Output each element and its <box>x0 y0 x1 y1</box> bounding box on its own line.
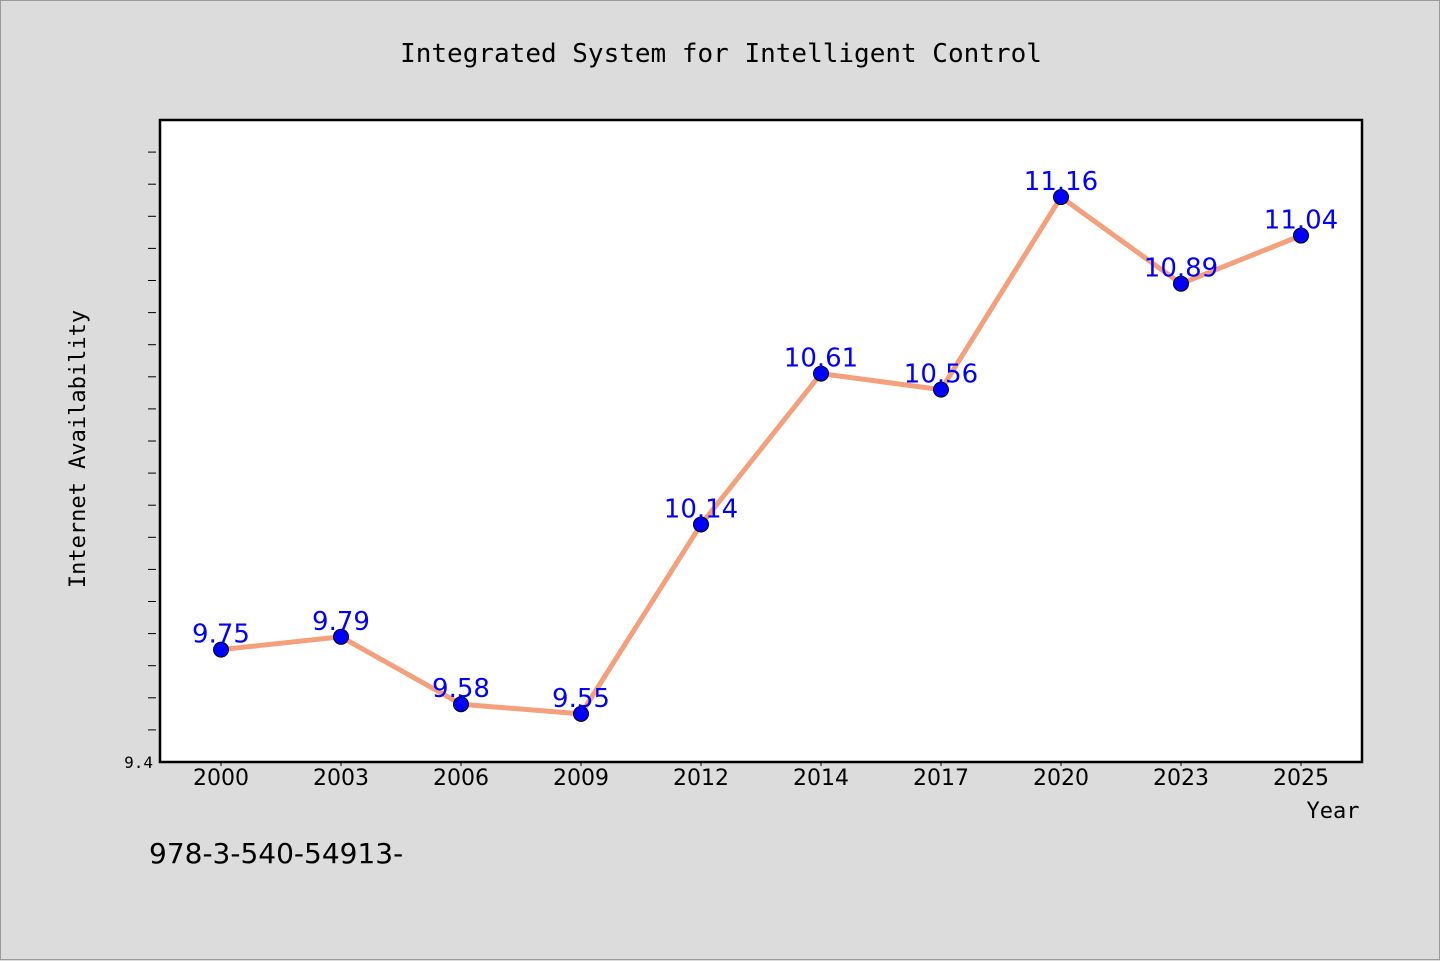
data-label: 11.16 <box>1024 167 1098 197</box>
x-tick-label: 2014 <box>793 766 849 791</box>
data-point <box>453 696 469 713</box>
data-label: 10.89 <box>1144 254 1218 284</box>
x-tick-label: 2023 <box>1153 766 1209 791</box>
y-tick-label: 9.4 <box>124 753 153 772</box>
x-tick-label: 2003 <box>313 766 369 791</box>
x-tick-label: 2009 <box>553 766 609 791</box>
data-label: 9.75 <box>192 620 250 650</box>
data-point <box>333 628 349 645</box>
x-tick-label: 2020 <box>1033 766 1089 791</box>
x-tick-label: 2006 <box>433 766 489 791</box>
x-axis-label: Year <box>1307 799 1360 824</box>
data-label: 11.04 <box>1264 206 1338 236</box>
x-tick-label: 2000 <box>193 766 249 791</box>
data-point <box>813 365 829 382</box>
x-axis-ticks: 2000 2003 2006 2009 2012 2014 2017 2020 2023 2025 <box>193 762 1329 791</box>
data-label: 9.79 <box>312 607 370 637</box>
data-label: 10.14 <box>664 494 738 524</box>
data-point <box>213 641 229 658</box>
chart-title: Integrated System for Intelligent Contro… <box>400 39 1042 69</box>
data-label: 10.56 <box>904 360 978 390</box>
data-point <box>573 705 589 722</box>
y-axis-label: Internet Availability <box>66 310 91 588</box>
plot-area <box>158 118 1364 764</box>
data-labels: 9.75 9.79 9.58 9.55 10.14 10.61 10.56 11.16 10.8… <box>192 167 1338 714</box>
x-tick-label: 2012 <box>673 766 729 791</box>
data-label: 10.61 <box>784 344 858 374</box>
data-point <box>693 516 709 533</box>
x-tick-label: 2025 <box>1273 766 1329 791</box>
data-point <box>1173 275 1189 292</box>
footer-text: 978-3-540-54913- <box>149 837 403 870</box>
x-tick-label: 2017 <box>913 766 969 791</box>
data-point <box>933 381 949 398</box>
data-label: 9.55 <box>552 684 610 714</box>
data-label: 9.58 <box>432 674 490 704</box>
y-axis-ticks: 9.4 <box>124 151 156 772</box>
data-point <box>1293 227 1309 244</box>
series-line <box>220 194 1302 717</box>
series-group <box>213 189 1309 722</box>
data-point <box>1053 189 1069 206</box>
